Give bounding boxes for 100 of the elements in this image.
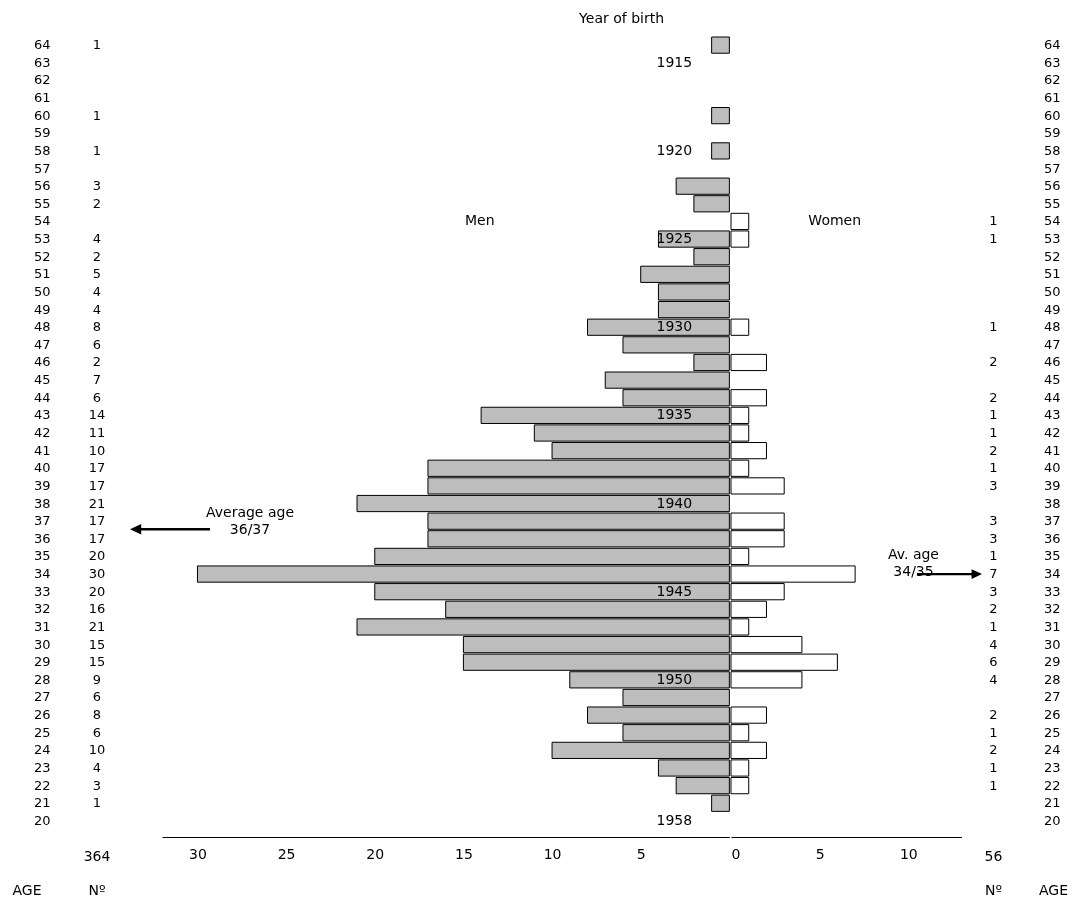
data-label: 1 (989, 724, 998, 740)
data-label: 8 (92, 319, 102, 335)
y-tick-label: 63 (1043, 54, 1061, 70)
y-tick-label: 25 (33, 724, 51, 740)
text: Nº (984, 882, 1003, 898)
y-tick-label: 40 (1043, 460, 1061, 476)
y-tick-label: 44 (33, 389, 51, 405)
data-label: 1 (989, 618, 998, 634)
data-label: 1 (989, 319, 998, 335)
data-label: 14 (88, 407, 106, 423)
x-tick-label: 15 (455, 845, 473, 862)
y-tick-label: 33 (33, 583, 51, 599)
data-label: 15 (88, 654, 106, 670)
data-label: 2 (989, 354, 998, 370)
data-label: 17 (88, 477, 106, 493)
y-tick-label: 38 (33, 495, 51, 511)
y-tick-label: 34 (1043, 566, 1061, 582)
y-tick-label: 42 (1043, 425, 1061, 440)
y-tick-label: 49 (33, 301, 51, 317)
y-tick-label: 37 (33, 513, 51, 529)
y-tick-label: 41 (33, 442, 51, 458)
y-tick-label: 51 (1043, 266, 1061, 282)
y-tick-label: 26 (1043, 707, 1061, 723)
y-tick-label: 64 (33, 37, 51, 53)
data-label: 1 (989, 213, 998, 229)
y-tick-label: 22 (1043, 777, 1061, 793)
data-label: 4 (989, 671, 998, 687)
data-label: 7 (989, 566, 998, 582)
data-label: 1 (92, 142, 102, 158)
data-label: 2 (92, 354, 102, 370)
data-label: 1 (989, 760, 998, 775)
y-tick-label: 64 (1043, 37, 1061, 53)
y-tick-label: 21 (33, 795, 51, 811)
data-label: 3 (989, 513, 998, 529)
data-label: 17 (88, 513, 106, 529)
y-tick-label: 47 (1043, 336, 1061, 352)
data-label: 7 (92, 372, 102, 388)
data-label: 20 (88, 583, 106, 599)
data-label: 9 (92, 671, 102, 687)
annotation: 1920 (656, 141, 693, 158)
y-tick-label: 26 (33, 707, 51, 723)
y-tick-label: 50 (1043, 283, 1061, 299)
data-label: 1 (989, 777, 998, 793)
data-label: 3 (989, 477, 998, 493)
x-tick-label: 20 (366, 845, 385, 862)
y-tick-label: 32 (33, 601, 51, 617)
data-label: 6 (989, 654, 998, 670)
x-tick-label: 5 (636, 845, 646, 862)
data-label: 1 (989, 407, 998, 423)
data-label: 21 (88, 618, 106, 634)
text: Nº (88, 882, 106, 898)
x-tick-label: 10 (899, 845, 918, 862)
y-tick-label: 38 (1043, 495, 1061, 511)
annotation: 1958 (656, 811, 693, 828)
data-label: 10 (88, 442, 106, 458)
y-tick-label: 51 (33, 266, 51, 282)
y-tick-label: 35 (33, 548, 51, 564)
y-tick-label: 40 (33, 460, 51, 476)
x-tick-label: 30 (189, 845, 207, 862)
y-tick-label: 48 (1043, 319, 1061, 335)
bar (711, 36, 730, 54)
data-label: 20 (88, 548, 106, 564)
data-label: 4 (92, 283, 102, 299)
data-label: 2 (989, 601, 998, 617)
y-tick-label: 63 (33, 54, 51, 70)
data-label: 1 (989, 425, 998, 440)
y-tick-label: 36 (1043, 530, 1061, 546)
annotation: Average age 36/37 (205, 504, 295, 538)
data-label: 10 (88, 742, 106, 758)
text: AGE (1038, 882, 1069, 898)
data-label: 2 (989, 442, 998, 458)
data-label: 4 (92, 231, 102, 247)
y-tick-label: 58 (1043, 142, 1061, 158)
y-tick-label: 23 (33, 760, 51, 775)
y-tick-label: 39 (33, 477, 51, 493)
y-tick-label: 24 (33, 742, 51, 758)
y-tick-label: 53 (1043, 231, 1061, 247)
y-tick-label: 62 (33, 72, 51, 88)
y-tick-label: 31 (33, 618, 51, 634)
y-tick-label: 31 (1043, 618, 1061, 634)
data-label: 16 (88, 601, 106, 617)
annotation: 1945 (656, 582, 693, 599)
data-label: 21 (88, 495, 106, 511)
bar (711, 142, 730, 160)
data-label: 2 (92, 195, 102, 211)
y-tick-label: 29 (1043, 654, 1061, 670)
data-label: 30 (88, 566, 106, 582)
data-label: 6 (92, 389, 102, 405)
y-tick-label: 41 (1043, 442, 1061, 458)
y-tick-label: 21 (1043, 795, 1061, 811)
annotation: 1935 (656, 406, 693, 423)
data-label: 3 (92, 178, 102, 194)
data-label: 2 (989, 389, 998, 405)
y-tick-label: 57 (33, 160, 51, 176)
y-tick-label: 27 (33, 689, 51, 705)
data-label: 6 (92, 336, 102, 352)
y-tick-label: 30 (33, 636, 51, 652)
x-tick-label: 5 (815, 845, 825, 862)
y-tick-label: 29 (33, 654, 51, 670)
y-tick-label: 44 (1043, 389, 1061, 405)
